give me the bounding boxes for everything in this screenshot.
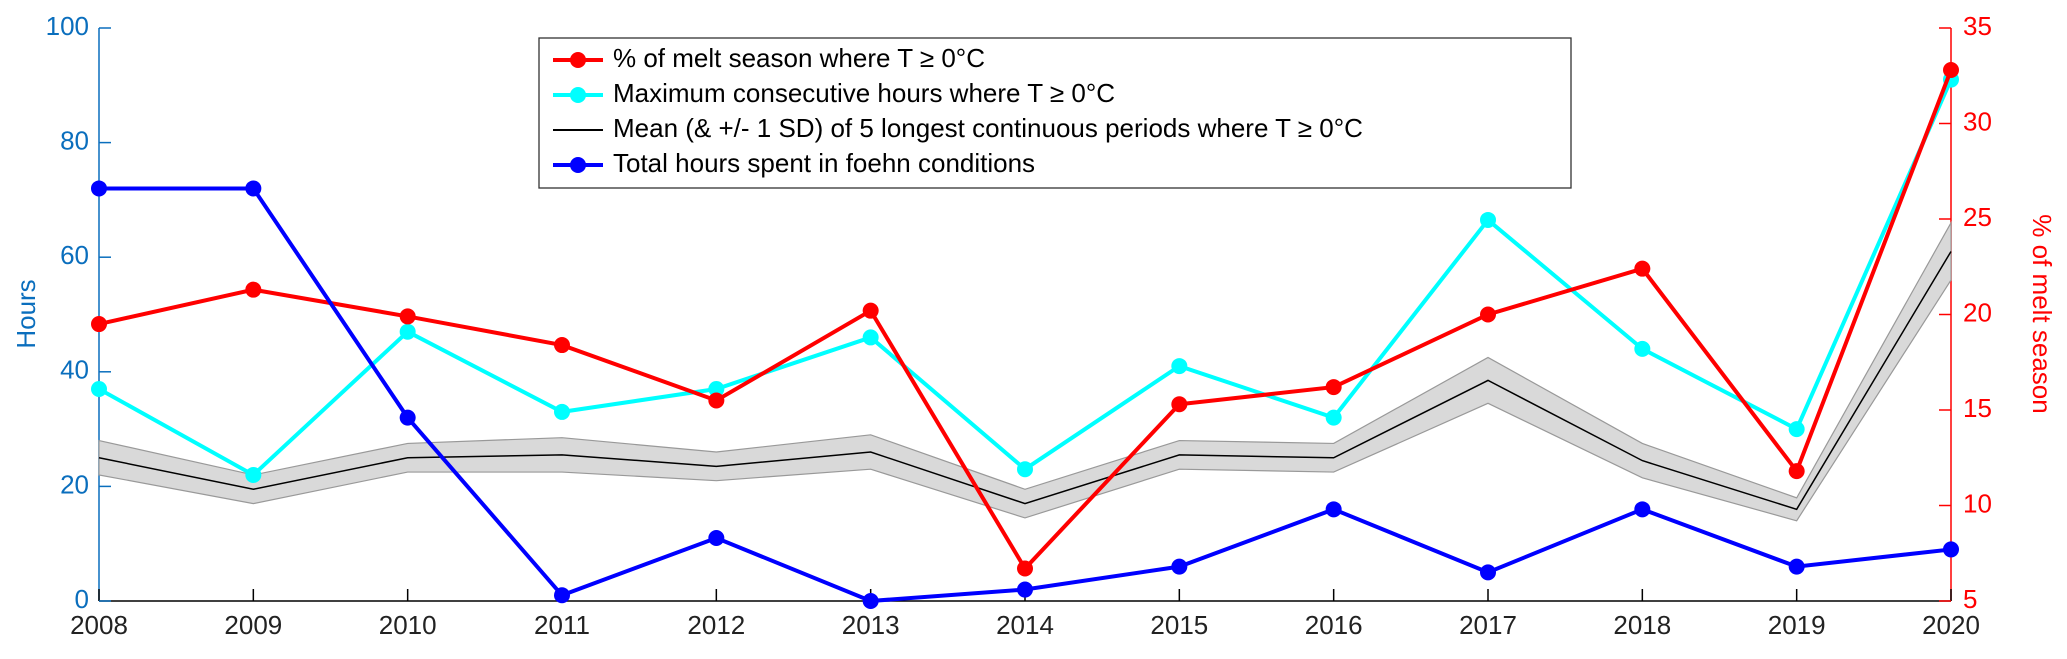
marker: [1943, 541, 1959, 558]
marker: [91, 380, 107, 397]
marker: [1480, 564, 1496, 581]
y-tick-label: 40: [60, 355, 89, 385]
sd-band: [98, 220, 1952, 522]
y-axis-label: Hours: [11, 279, 41, 348]
x-tick-label: 2010: [379, 610, 437, 640]
marker: [1480, 306, 1496, 323]
marker: [862, 302, 879, 319]
y-tick-label: 20: [60, 469, 89, 499]
x-tick-label: 2020: [1922, 610, 1980, 640]
marker: [862, 329, 879, 346]
x-tick-label: 2019: [1768, 610, 1826, 640]
marker: [91, 316, 107, 333]
series-line: [98, 251, 1952, 511]
y2-axis-label: % of melt season: [2027, 214, 2057, 413]
marker: [554, 587, 570, 604]
x-tick-label: 2008: [70, 610, 128, 640]
legend-marker: [570, 52, 586, 68]
marker: [399, 323, 416, 340]
y2-tick-label: 30: [1963, 106, 1992, 136]
x-tick-label: 2012: [687, 610, 745, 640]
series-line: [99, 186, 1952, 604]
legend-marker: [570, 87, 586, 103]
x-tick-label: 2014: [996, 610, 1054, 640]
x-tick-label: 2011: [534, 610, 590, 640]
y-tick-label: 60: [60, 240, 89, 270]
marker: [1788, 558, 1805, 575]
marker: [708, 392, 725, 409]
marker: [708, 380, 725, 397]
marker: [862, 593, 879, 609]
y-tick-label: 80: [60, 125, 89, 155]
y2-tick-label: 35: [1963, 11, 1992, 41]
y-tick-label: 100: [46, 11, 89, 41]
marker: [1325, 379, 1342, 396]
marker: [1634, 340, 1651, 357]
marker: [1171, 358, 1188, 375]
marker: [1634, 501, 1651, 518]
marker: [399, 409, 416, 426]
legend-label: % of melt season where T ≥ 0°C: [613, 43, 985, 73]
x-tick-label: 2016: [1305, 610, 1363, 640]
marker: [554, 337, 570, 354]
y2-tick-label: 25: [1963, 202, 1992, 232]
marker: [1943, 62, 1959, 79]
y2-tick-label: 15: [1963, 393, 1992, 423]
x-tick-label: 2009: [224, 610, 282, 640]
y-tick-label: 0: [75, 584, 89, 614]
marker: [1325, 501, 1342, 518]
marker: [554, 403, 570, 420]
marker: [1480, 211, 1496, 228]
legend-label: Maximum consecutive hours where T ≥ 0°C: [613, 78, 1115, 108]
x-tick-label: 2015: [1150, 610, 1208, 640]
marker: [1171, 558, 1188, 575]
marker: [1788, 463, 1805, 480]
y2-tick-label: 5: [1963, 584, 1977, 614]
x-tick-label: 2018: [1613, 610, 1671, 640]
x-tick-label: 2013: [842, 610, 900, 640]
marker: [399, 308, 416, 325]
legend-marker: [570, 157, 586, 173]
marker: [1634, 260, 1651, 277]
legend-box: [538, 37, 1572, 189]
marker: [1788, 421, 1805, 438]
legend-label: Total hours spent in foehn conditions: [613, 148, 1035, 178]
marker: [1325, 409, 1342, 426]
marker: [1017, 581, 1033, 598]
legend-label: Mean (& +/- 1 SD) of 5 longest continuou…: [613, 113, 1363, 143]
marker: [245, 466, 262, 483]
marker: [91, 180, 107, 197]
marker: [1017, 461, 1033, 478]
marker: [1017, 560, 1033, 577]
marker: [245, 180, 262, 197]
marker: [1171, 396, 1188, 413]
y2-tick-label: 10: [1963, 488, 1992, 518]
y2-tick-label: 20: [1963, 297, 1992, 327]
x-tick-label: 2017: [1459, 610, 1517, 640]
marker: [708, 529, 725, 546]
marker: [245, 281, 262, 298]
